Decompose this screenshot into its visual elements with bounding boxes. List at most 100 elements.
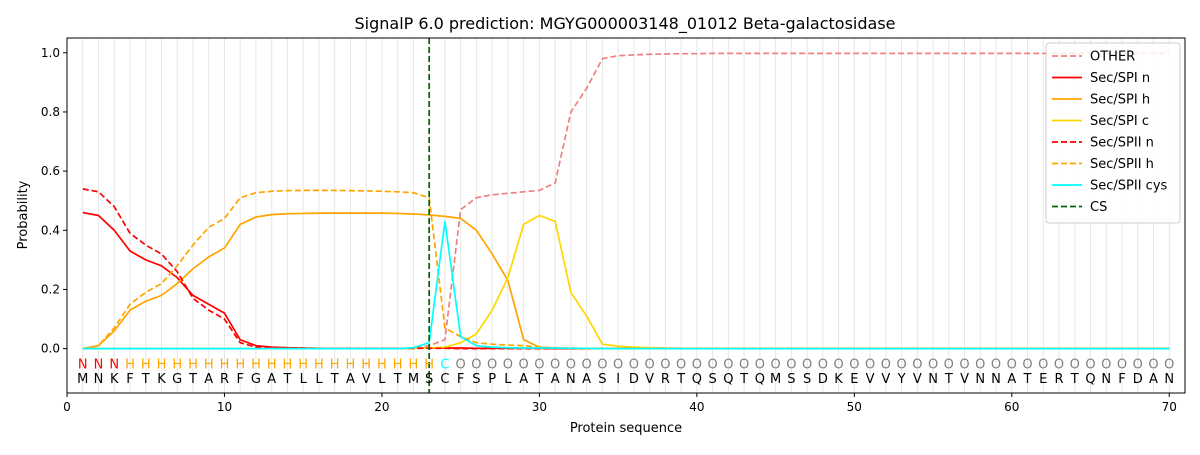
- residue-label: Q: [692, 372, 702, 387]
- region-label: O: [881, 357, 891, 372]
- region-label: O: [928, 357, 938, 372]
- y-axis-ticks: 0.0 0.2 0.4 0.6 0.8 1.0: [41, 46, 67, 356]
- region-label: H: [172, 357, 182, 372]
- residue-label: R: [1055, 372, 1064, 387]
- residue-label: F: [126, 372, 133, 387]
- region-label: O: [613, 357, 623, 372]
- residue-label: N: [975, 372, 985, 387]
- residue-label: D: [1133, 372, 1143, 387]
- series-line-sec-spii-cys: [82, 220, 1170, 350]
- region-label: O: [786, 357, 796, 372]
- series-line-sec-spii-n: [82, 188, 1170, 350]
- residue-label: F: [236, 372, 243, 387]
- region-label: H: [361, 357, 371, 372]
- residue-label: A: [519, 372, 528, 387]
- region-label: H: [235, 357, 245, 372]
- x-tick-label: 70: [1162, 400, 1177, 414]
- region-label: H: [267, 357, 277, 372]
- region-label: O: [1133, 357, 1143, 372]
- residue-label: Q: [723, 372, 733, 387]
- residue-label: S: [803, 372, 811, 387]
- region-label: O: [456, 357, 466, 372]
- region-label: O: [1070, 357, 1080, 372]
- residue-label: T: [944, 372, 953, 387]
- region-label: H: [393, 357, 403, 372]
- region-label: H: [141, 357, 151, 372]
- region-label: O: [896, 357, 906, 372]
- series-line-sec-spi-c: [82, 214, 1170, 350]
- residue-label: P: [488, 372, 496, 387]
- residue-label: S: [472, 372, 480, 387]
- region-label: O: [912, 357, 922, 372]
- region-label: O: [487, 357, 497, 372]
- region-label: O: [1054, 357, 1064, 372]
- region-label: O: [739, 357, 749, 372]
- x-tick-label: 50: [847, 400, 862, 414]
- x-tick-label: 10: [217, 400, 232, 414]
- region-label: O: [802, 357, 812, 372]
- legend: OTHER Sec/SPI n Sec/SPI h Sec/SPI c Sec/SPII…: [1045, 42, 1181, 224]
- region-label: H: [409, 357, 419, 372]
- residue-label: A: [1007, 372, 1016, 387]
- x-tick-label: 40: [689, 400, 704, 414]
- residue-label: N: [928, 372, 938, 387]
- region-label: N: [78, 357, 88, 372]
- residue-label: T: [534, 372, 543, 387]
- residue-label: V: [881, 372, 890, 387]
- region-label: O: [676, 357, 686, 372]
- residue-label: S: [708, 372, 716, 387]
- region-label: O: [645, 357, 655, 372]
- residue-label: K: [157, 372, 166, 387]
- y-tick-label: 0.8: [41, 105, 60, 119]
- residue-label: G: [251, 372, 261, 387]
- residue-label: A: [551, 372, 560, 387]
- residue-label: T: [739, 372, 748, 387]
- residue-label: M: [408, 372, 419, 387]
- region-label: O: [991, 357, 1001, 372]
- residue-label: V: [362, 372, 371, 387]
- residue-label: A: [1149, 372, 1158, 387]
- region-label: O: [833, 357, 843, 372]
- residue-label: L: [504, 372, 512, 387]
- x-axis-label: Protein sequence: [570, 421, 682, 436]
- residue-label: T: [1070, 372, 1079, 387]
- residue-label: S: [425, 372, 433, 387]
- region-label: O: [597, 357, 607, 372]
- series-line-sec-spi-n: [82, 211, 1170, 350]
- region-label: O: [723, 357, 733, 372]
- residue-label: N: [94, 372, 104, 387]
- legend-label: Sec/SPII n: [1090, 136, 1154, 151]
- region-label: H: [251, 357, 261, 372]
- residue-label: A: [582, 372, 591, 387]
- region-label: H: [283, 357, 293, 372]
- residue-label: T: [676, 372, 685, 387]
- legend-label: Sec/SPI c: [1090, 114, 1149, 129]
- residue-label: M: [77, 372, 88, 387]
- region-label: O: [865, 357, 875, 372]
- residue-label: I: [616, 372, 620, 387]
- residue-label: R: [661, 372, 670, 387]
- x-tick-label: 20: [374, 400, 389, 414]
- region-label: H: [314, 357, 324, 372]
- residue-label: C: [440, 372, 449, 387]
- series-line-other: [82, 52, 1170, 350]
- region-label: O: [1148, 357, 1158, 372]
- region-label: O: [849, 357, 859, 372]
- residue-label: L: [300, 372, 308, 387]
- region-label: O: [503, 357, 513, 372]
- residue-label: V: [866, 372, 875, 387]
- region-label: H: [157, 357, 167, 372]
- region-label: C: [440, 357, 449, 372]
- region-label: O: [707, 357, 717, 372]
- residue-label: V: [913, 372, 922, 387]
- residue-label: V: [645, 372, 654, 387]
- legend-box: [1045, 42, 1181, 224]
- legend-label: Sec/SPII h: [1090, 157, 1154, 172]
- residue-label: V: [960, 372, 969, 387]
- region-label: H: [125, 357, 135, 372]
- y-tick-label: 0.0: [41, 342, 60, 356]
- residue-label: N: [566, 372, 576, 387]
- residue-label: M: [770, 372, 781, 387]
- residue-label: Y: [897, 372, 906, 387]
